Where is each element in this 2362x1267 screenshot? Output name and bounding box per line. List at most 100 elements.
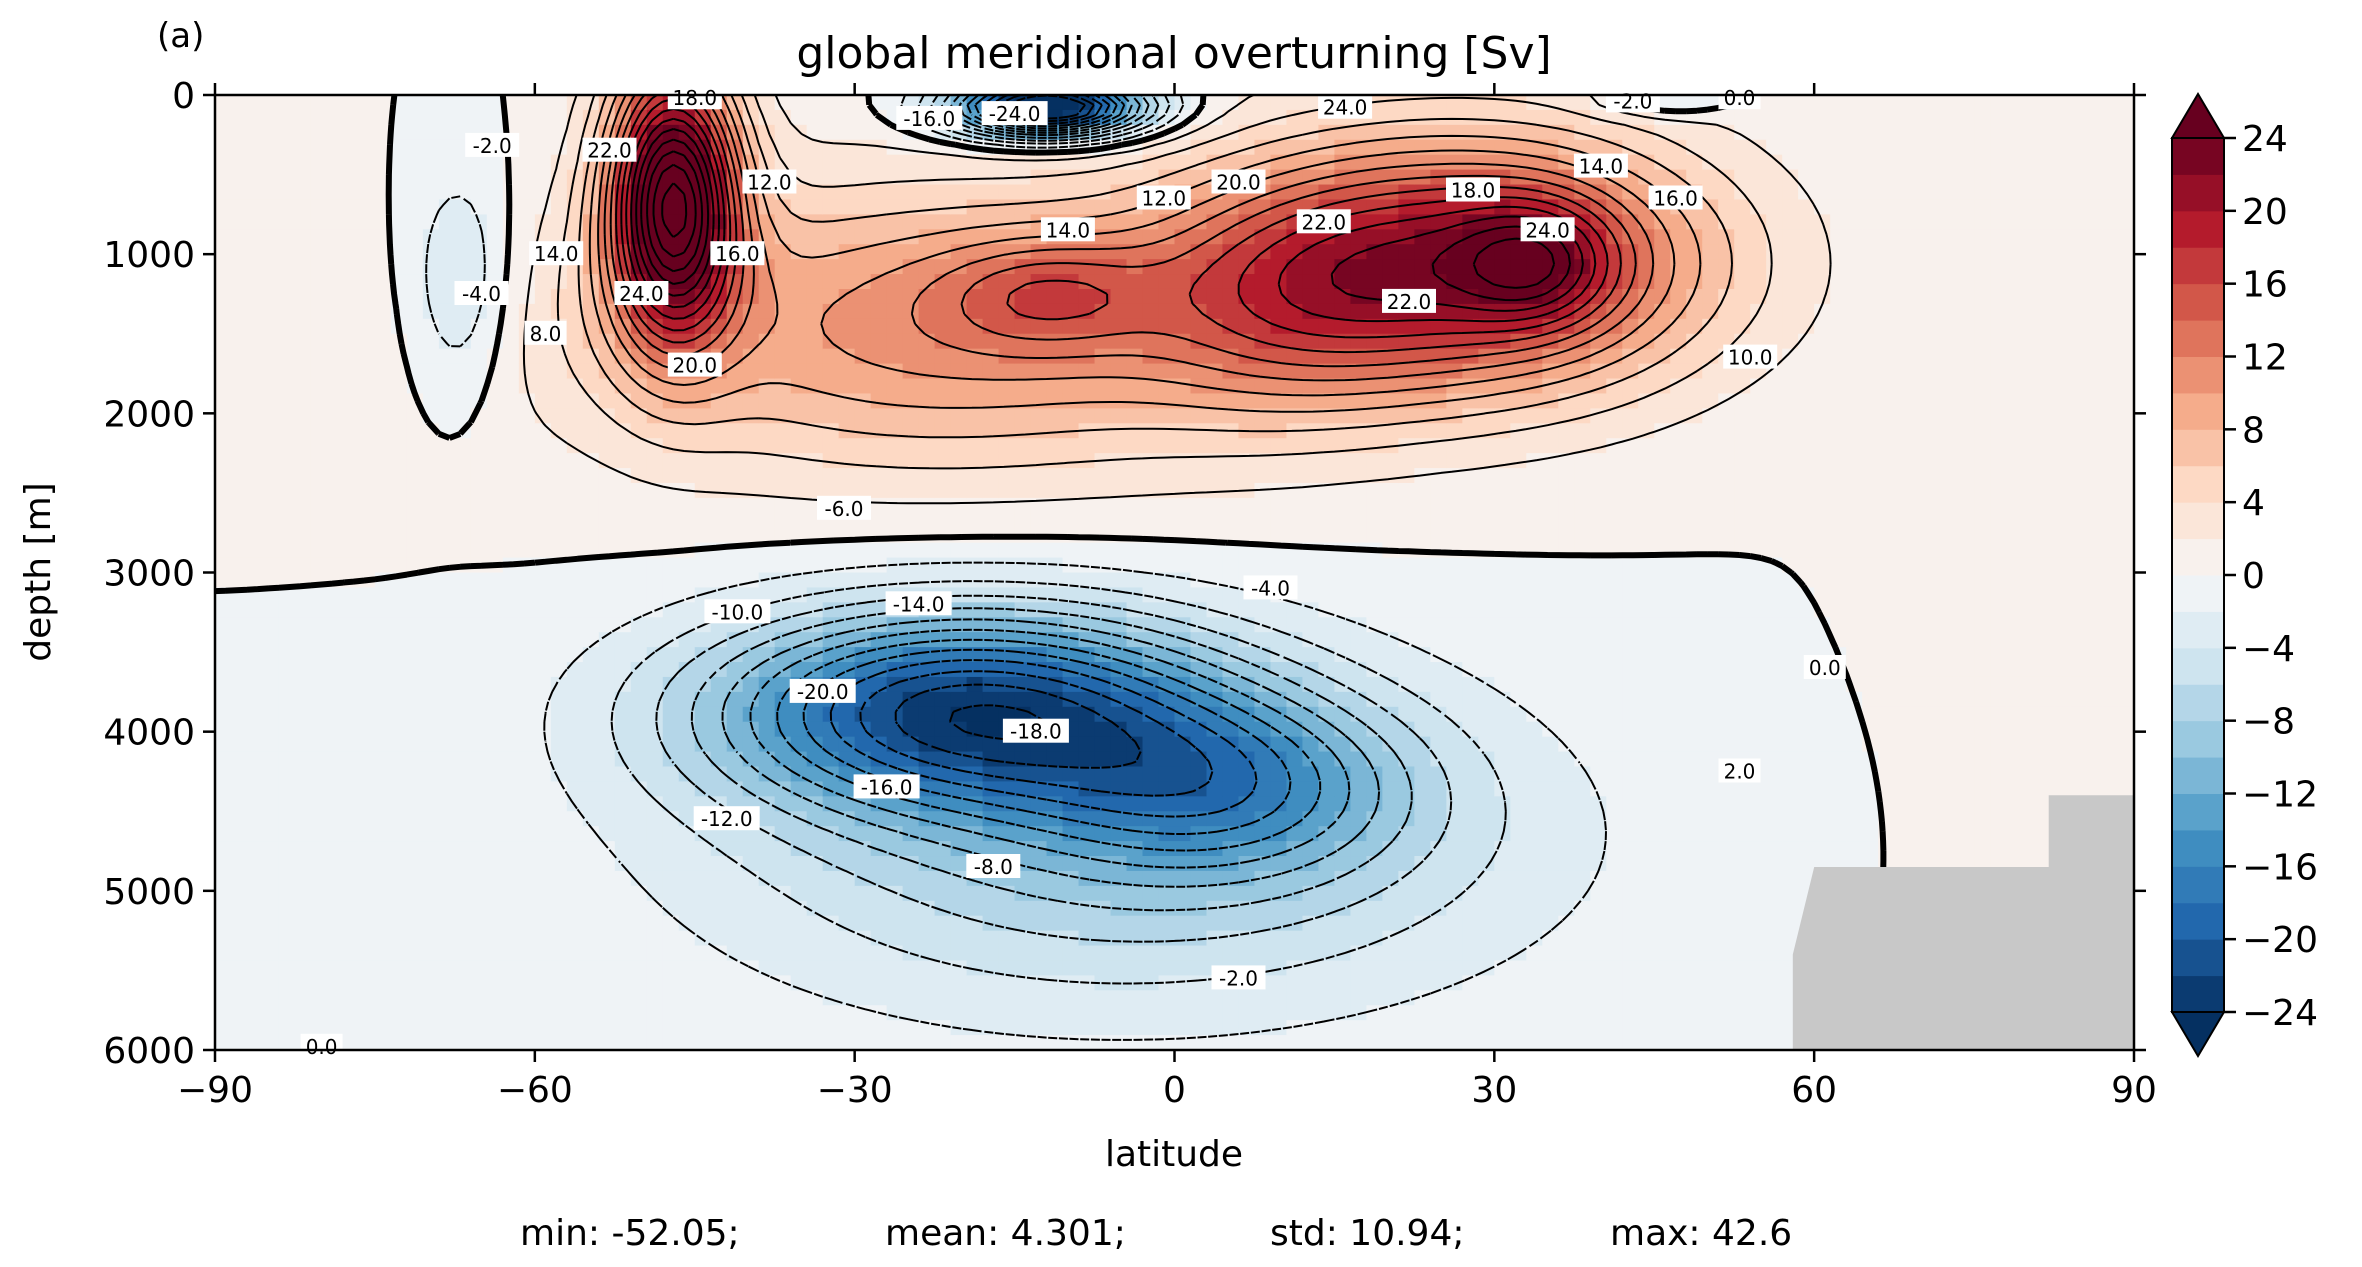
- contour-cell: [870, 468, 888, 484]
- contour-cell: [1382, 557, 1399, 574]
- contour-cell: [374, 378, 392, 395]
- contour-cell: [262, 841, 280, 857]
- contour-cell: [215, 811, 232, 827]
- contour-cell: [566, 453, 584, 469]
- contour-cell: [806, 617, 824, 633]
- contour-cell: [838, 274, 856, 290]
- contour-cell: [646, 975, 664, 991]
- contour-cell: [390, 229, 408, 245]
- contour-cell: [934, 676, 952, 693]
- contour-cell: [902, 572, 920, 589]
- contour-cell: [694, 1035, 712, 1050]
- contour-cell: [1206, 1005, 1224, 1021]
- contour-cell: [1158, 990, 1176, 1006]
- contour-cell: [1350, 930, 1367, 947]
- contour-cell: [902, 184, 920, 201]
- contour-cell: [486, 766, 504, 782]
- contour-cell: [566, 945, 584, 962]
- contour-cell: [246, 169, 264, 186]
- contour-cell: [310, 706, 328, 723]
- contour-cell: [1366, 393, 1383, 409]
- contour-cell: [1270, 766, 1288, 782]
- contour-cell: [1190, 497, 1208, 514]
- contour-cell: [310, 453, 328, 469]
- contour-cell: [678, 811, 696, 827]
- contour-cell: [438, 542, 456, 559]
- contour-cell: [294, 124, 312, 141]
- contour-cell: [950, 303, 968, 320]
- contour-cell: [1126, 1035, 1144, 1050]
- contour-cell: [918, 811, 936, 827]
- contour-cell: [390, 885, 408, 902]
- contour-cell: [662, 960, 680, 976]
- contour-cell: [230, 930, 248, 947]
- contour-cell: [1446, 826, 1463, 842]
- contour-cell: [422, 512, 440, 529]
- contour-cell: [822, 1035, 840, 1050]
- contour-cell: [1142, 900, 1160, 917]
- contour-cell: [838, 259, 856, 275]
- contour-cell: [966, 512, 984, 529]
- contour-cell: [966, 706, 984, 723]
- contour-cell: [1030, 154, 1048, 171]
- contour-cell: [854, 975, 872, 991]
- contour-cell: [1318, 423, 1336, 439]
- contour-cell: [934, 557, 952, 574]
- contour-cell: [1350, 274, 1367, 290]
- contour-cell: [662, 154, 680, 171]
- contour-cell: [1046, 542, 1064, 559]
- contour-cell: [902, 244, 920, 260]
- contour-cell: [406, 408, 424, 424]
- contour-cell: [1318, 632, 1336, 648]
- contour-cell: [1430, 662, 1447, 678]
- contour-cell: [215, 95, 232, 111]
- contour-cell: [470, 184, 488, 201]
- contour-cell: [870, 124, 888, 141]
- contour-cell: [790, 468, 808, 484]
- contour-cell: [934, 1020, 952, 1036]
- contour-cell: [886, 856, 904, 872]
- contour-cell: [774, 244, 792, 260]
- contour-cell: [278, 826, 296, 842]
- contour-cell: [310, 482, 328, 499]
- contour-cell: [662, 870, 680, 887]
- contour-cell: [1190, 587, 1208, 603]
- contour-cell: [294, 244, 312, 260]
- contour-cell: [215, 885, 232, 902]
- contour-cell: [518, 274, 536, 290]
- contour-cell: [438, 184, 456, 201]
- contour-cell: [726, 900, 744, 917]
- contour-cell: [262, 184, 280, 201]
- contour-cell: [614, 572, 632, 589]
- contour-cell: [390, 139, 408, 156]
- contour-cell: [1014, 542, 1032, 559]
- contour-cell: [1254, 1005, 1272, 1021]
- contour-cell: [438, 1035, 456, 1050]
- contour-cell: [790, 214, 808, 230]
- contour-cell: [262, 468, 280, 484]
- contour-cell: [422, 229, 440, 245]
- contour-cell: [614, 512, 632, 529]
- contour-cell: [1350, 602, 1367, 618]
- contour-cell: [1286, 497, 1304, 514]
- contour-cell: [294, 259, 312, 275]
- contour-cell: [646, 1035, 664, 1050]
- contour-cell: [1414, 512, 1431, 529]
- contour-cell: [262, 95, 280, 111]
- contour-cell: [790, 139, 808, 156]
- contour-cell: [518, 945, 536, 962]
- contour-cell: [614, 691, 632, 708]
- contour-cell: [566, 617, 584, 633]
- contour-cell: [438, 766, 456, 782]
- contour-cell: [326, 303, 344, 320]
- contour-cell: [374, 1035, 392, 1050]
- contour-cell: [1398, 214, 1415, 230]
- contour-cell: [1078, 1020, 1096, 1036]
- contour-cell: [742, 990, 760, 1006]
- contour-cell: [246, 482, 264, 499]
- contour-cell: [374, 602, 392, 618]
- contour-cell: [390, 870, 408, 887]
- contour-cell: [470, 348, 488, 365]
- contour-cell: [215, 1020, 232, 1036]
- contour-cell: [1414, 438, 1431, 454]
